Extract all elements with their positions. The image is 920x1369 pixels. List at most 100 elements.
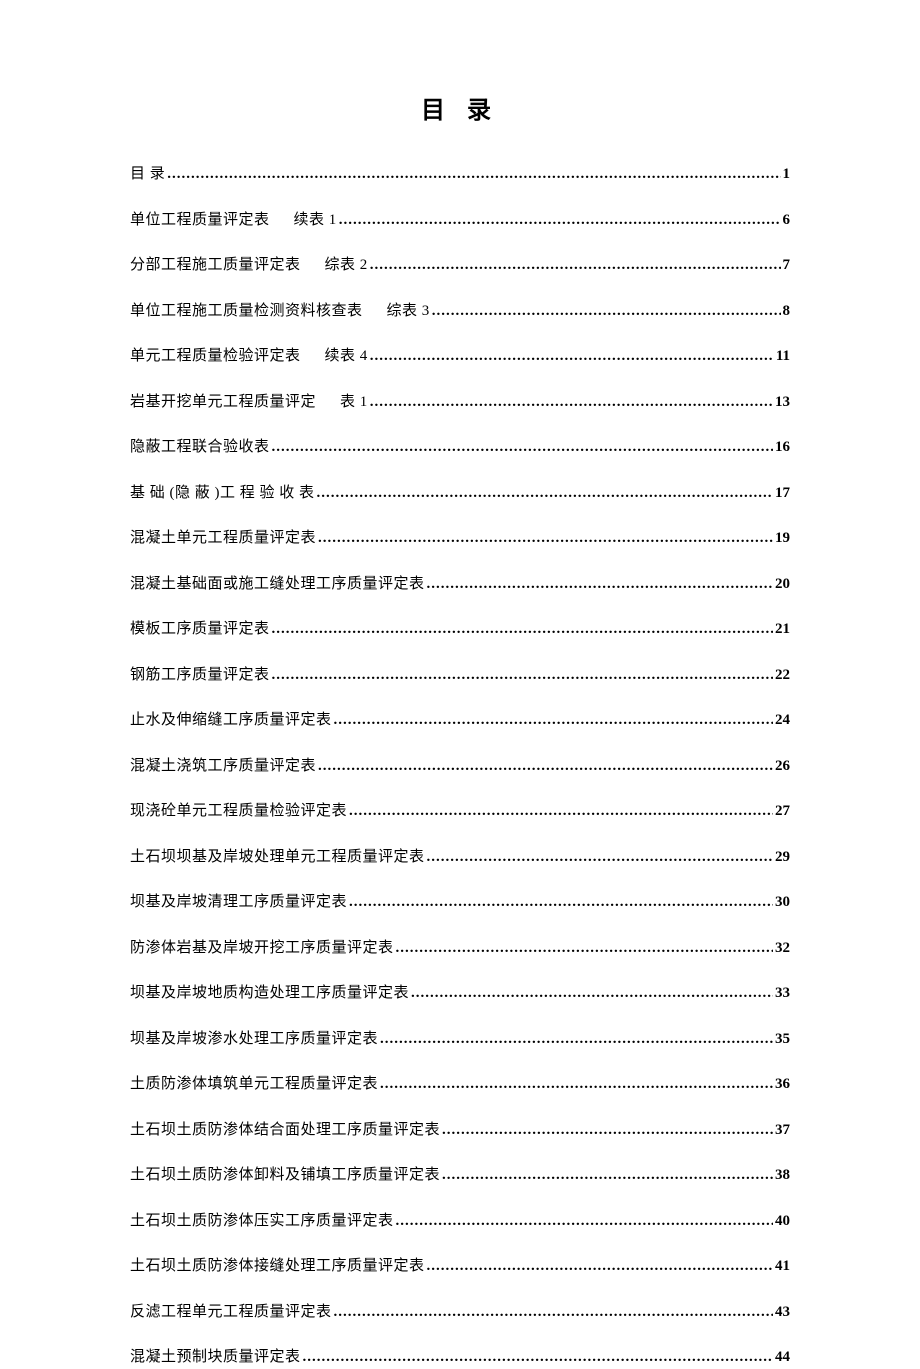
toc-entry-sublabel: 续表 4 [325, 345, 368, 368]
toc-entry-label: 混凝土浇筑工序质量评定表 [130, 755, 316, 778]
toc-entry-page: 35 [775, 1028, 790, 1051]
toc-entry-page: 29 [775, 846, 790, 869]
toc-leader-dots [370, 254, 781, 277]
toc-entry-label: 止水及伸缩缝工序质量评定表 [130, 709, 332, 732]
toc-entry-page: 1 [783, 163, 791, 186]
toc-entry-label: 混凝土单元工程质量评定表 [130, 527, 316, 550]
toc-leader-dots [411, 982, 773, 1005]
toc-entry-label: 土石坝土质防渗体压实工序质量评定表 [130, 1210, 394, 1233]
toc-leader-dots [318, 755, 773, 778]
toc-leader-dots [427, 1255, 773, 1278]
toc-entry: 基 础 (隐 蔽 )工 程 验 收 表 17 [130, 482, 790, 505]
toc-entry-page: 36 [775, 1073, 790, 1096]
toc-entry-sublabel: 综表 2 [325, 254, 368, 277]
toc-entry-label: 现浇砼单元工程质量检验评定表 [130, 800, 347, 823]
toc-entry-page: 22 [775, 664, 790, 687]
toc-entry-sublabel: 表 1 [340, 391, 368, 414]
toc-entry-label: 单位工程施工质量检测资料核查表 [130, 300, 363, 323]
toc-leader-dots [334, 709, 773, 732]
toc-entry-page: 33 [775, 982, 790, 1005]
toc-leader-dots [442, 1164, 773, 1187]
toc-entry-sublabel: 续表 1 [294, 209, 337, 232]
toc-entry: 岩基开挖单元工程质量评定表 113 [130, 391, 790, 414]
toc-leader-dots [442, 1119, 773, 1142]
toc-leader-dots [167, 163, 780, 186]
toc-entry-sublabel: 综表 3 [387, 300, 430, 323]
toc-entry-label: 混凝土预制块质量评定表 [130, 1346, 301, 1369]
toc-entry-label: 土石坝土质防渗体结合面处理工序质量评定表 [130, 1119, 440, 1142]
toc-entry: 止水及伸缩缝工序质量评定表 24 [130, 709, 790, 732]
toc-entry-page: 44 [775, 1346, 790, 1369]
toc-entry-label: 坝基及岸坡地质构造处理工序质量评定表 [130, 982, 409, 1005]
toc-leader-dots [303, 1346, 773, 1369]
toc-entry-page: 24 [775, 709, 790, 732]
toc-leader-dots [339, 209, 781, 232]
toc-title: 目 录 [130, 90, 790, 125]
toc-entry-label: 目 录 [130, 163, 165, 186]
toc-leader-dots [272, 436, 773, 459]
toc-entry-page: 17 [775, 482, 790, 505]
toc-entry-page: 30 [775, 891, 790, 914]
toc-entry-page: 26 [775, 755, 790, 778]
toc-leader-dots [334, 1301, 773, 1324]
toc-leader-dots [427, 573, 773, 596]
toc-entry-label: 坝基及岸坡清理工序质量评定表 [130, 891, 347, 914]
toc-entry: 钢筋工序质量评定表 22 [130, 664, 790, 687]
toc-entry-label: 混凝土基础面或施工缝处理工序质量评定表 [130, 573, 425, 596]
toc-leader-dots [349, 891, 773, 914]
toc-leader-dots [370, 345, 774, 368]
toc-entry-label: 分部工程施工质量评定表 [130, 254, 301, 277]
toc-entry: 防渗体岩基及岸坡开挖工序质量评定表32 [130, 937, 790, 960]
toc-entry: 坝基及岸坡地质构造处理工序质量评定表 33 [130, 982, 790, 1005]
toc-entry-label: 单元工程质量检验评定表 [130, 345, 301, 368]
toc-entry: 模板工序质量评定表21 [130, 618, 790, 641]
toc-entry-page: 13 [775, 391, 790, 414]
toc-entry: 目 录 1 [130, 163, 790, 186]
toc-entry-page: 11 [776, 345, 790, 368]
toc-entry-page: 27 [775, 800, 790, 823]
toc-leader-dots [380, 1073, 773, 1096]
toc-entry: 土石坝坝基及岸坡处理单元工程质量评定表 29 [130, 846, 790, 869]
toc-entry: 坝基及岸坡渗水处理工序质量评定表 35 [130, 1028, 790, 1051]
toc-entry-page: 20 [775, 573, 790, 596]
toc-leader-dots [427, 846, 773, 869]
toc-entry: 现浇砼单元工程质量检验评定表 27 [130, 800, 790, 823]
toc-entry: 混凝土基础面或施工缝处理工序质量评定表 20 [130, 573, 790, 596]
toc-leader-dots [272, 664, 773, 687]
toc-entry-page: 37 [775, 1119, 790, 1142]
toc-leader-dots [396, 1210, 773, 1233]
toc-entry-page: 7 [783, 254, 791, 277]
toc-entry-label: 基 础 (隐 蔽 )工 程 验 收 表 [130, 482, 315, 505]
toc-entry-label: 坝基及岸坡渗水处理工序质量评定表 [130, 1028, 378, 1051]
toc-leader-dots [318, 527, 773, 550]
toc-entry-label: 单位工程质量评定表 [130, 209, 270, 232]
toc-entry: 土质防渗体填筑单元工程质量评定表 36 [130, 1073, 790, 1096]
toc-leader-dots [349, 800, 773, 823]
toc-entry-label: 土石坝坝基及岸坡处理单元工程质量评定表 [130, 846, 425, 869]
toc-entry-page: 19 [775, 527, 790, 550]
toc-entry: 土石坝土质防渗体压实工序质量评定表 40 [130, 1210, 790, 1233]
toc-leader-dots [432, 300, 781, 323]
toc-container: 目 录 1 单位工程质量评定表 续表 1 6 分部工程施工质量评定表 综表 2 7 单位工程施工… [130, 163, 790, 1369]
toc-entry-page: 40 [775, 1210, 790, 1233]
toc-entry: 单位工程质量评定表 续表 1 6 [130, 209, 790, 232]
toc-entry-page: 41 [775, 1255, 790, 1278]
toc-entry: 隐蔽工程联合验收表16 [130, 436, 790, 459]
toc-leader-dots [272, 618, 773, 641]
toc-entry-label: 模板工序质量评定表 [130, 618, 270, 641]
toc-entry: 分部工程施工质量评定表 综表 2 7 [130, 254, 790, 277]
toc-entry-label: 土质防渗体填筑单元工程质量评定表 [130, 1073, 378, 1096]
toc-entry: 混凝土浇筑工序质量评定表 26 [130, 755, 790, 778]
toc-entry-label: 钢筋工序质量评定表 [130, 664, 270, 687]
toc-entry: 单元工程质量检验评定表 续表 4 11 [130, 345, 790, 368]
toc-entry-label: 反滤工程单元工程质量评定表 [130, 1301, 332, 1324]
toc-entry-page: 6 [783, 209, 791, 232]
toc-entry: 混凝土预制块质量评定表 44 [130, 1346, 790, 1369]
toc-entry: 坝基及岸坡清理工序质量评定表 30 [130, 891, 790, 914]
toc-leader-dots [380, 1028, 773, 1051]
toc-entry-page: 8 [783, 300, 791, 323]
toc-entry-label: 隐蔽工程联合验收表 [130, 436, 270, 459]
toc-entry-page: 32 [775, 937, 790, 960]
toc-entry-page: 38 [775, 1164, 790, 1187]
toc-entry: 土石坝土质防渗体卸料及铺填工序质量评定表38 [130, 1164, 790, 1187]
